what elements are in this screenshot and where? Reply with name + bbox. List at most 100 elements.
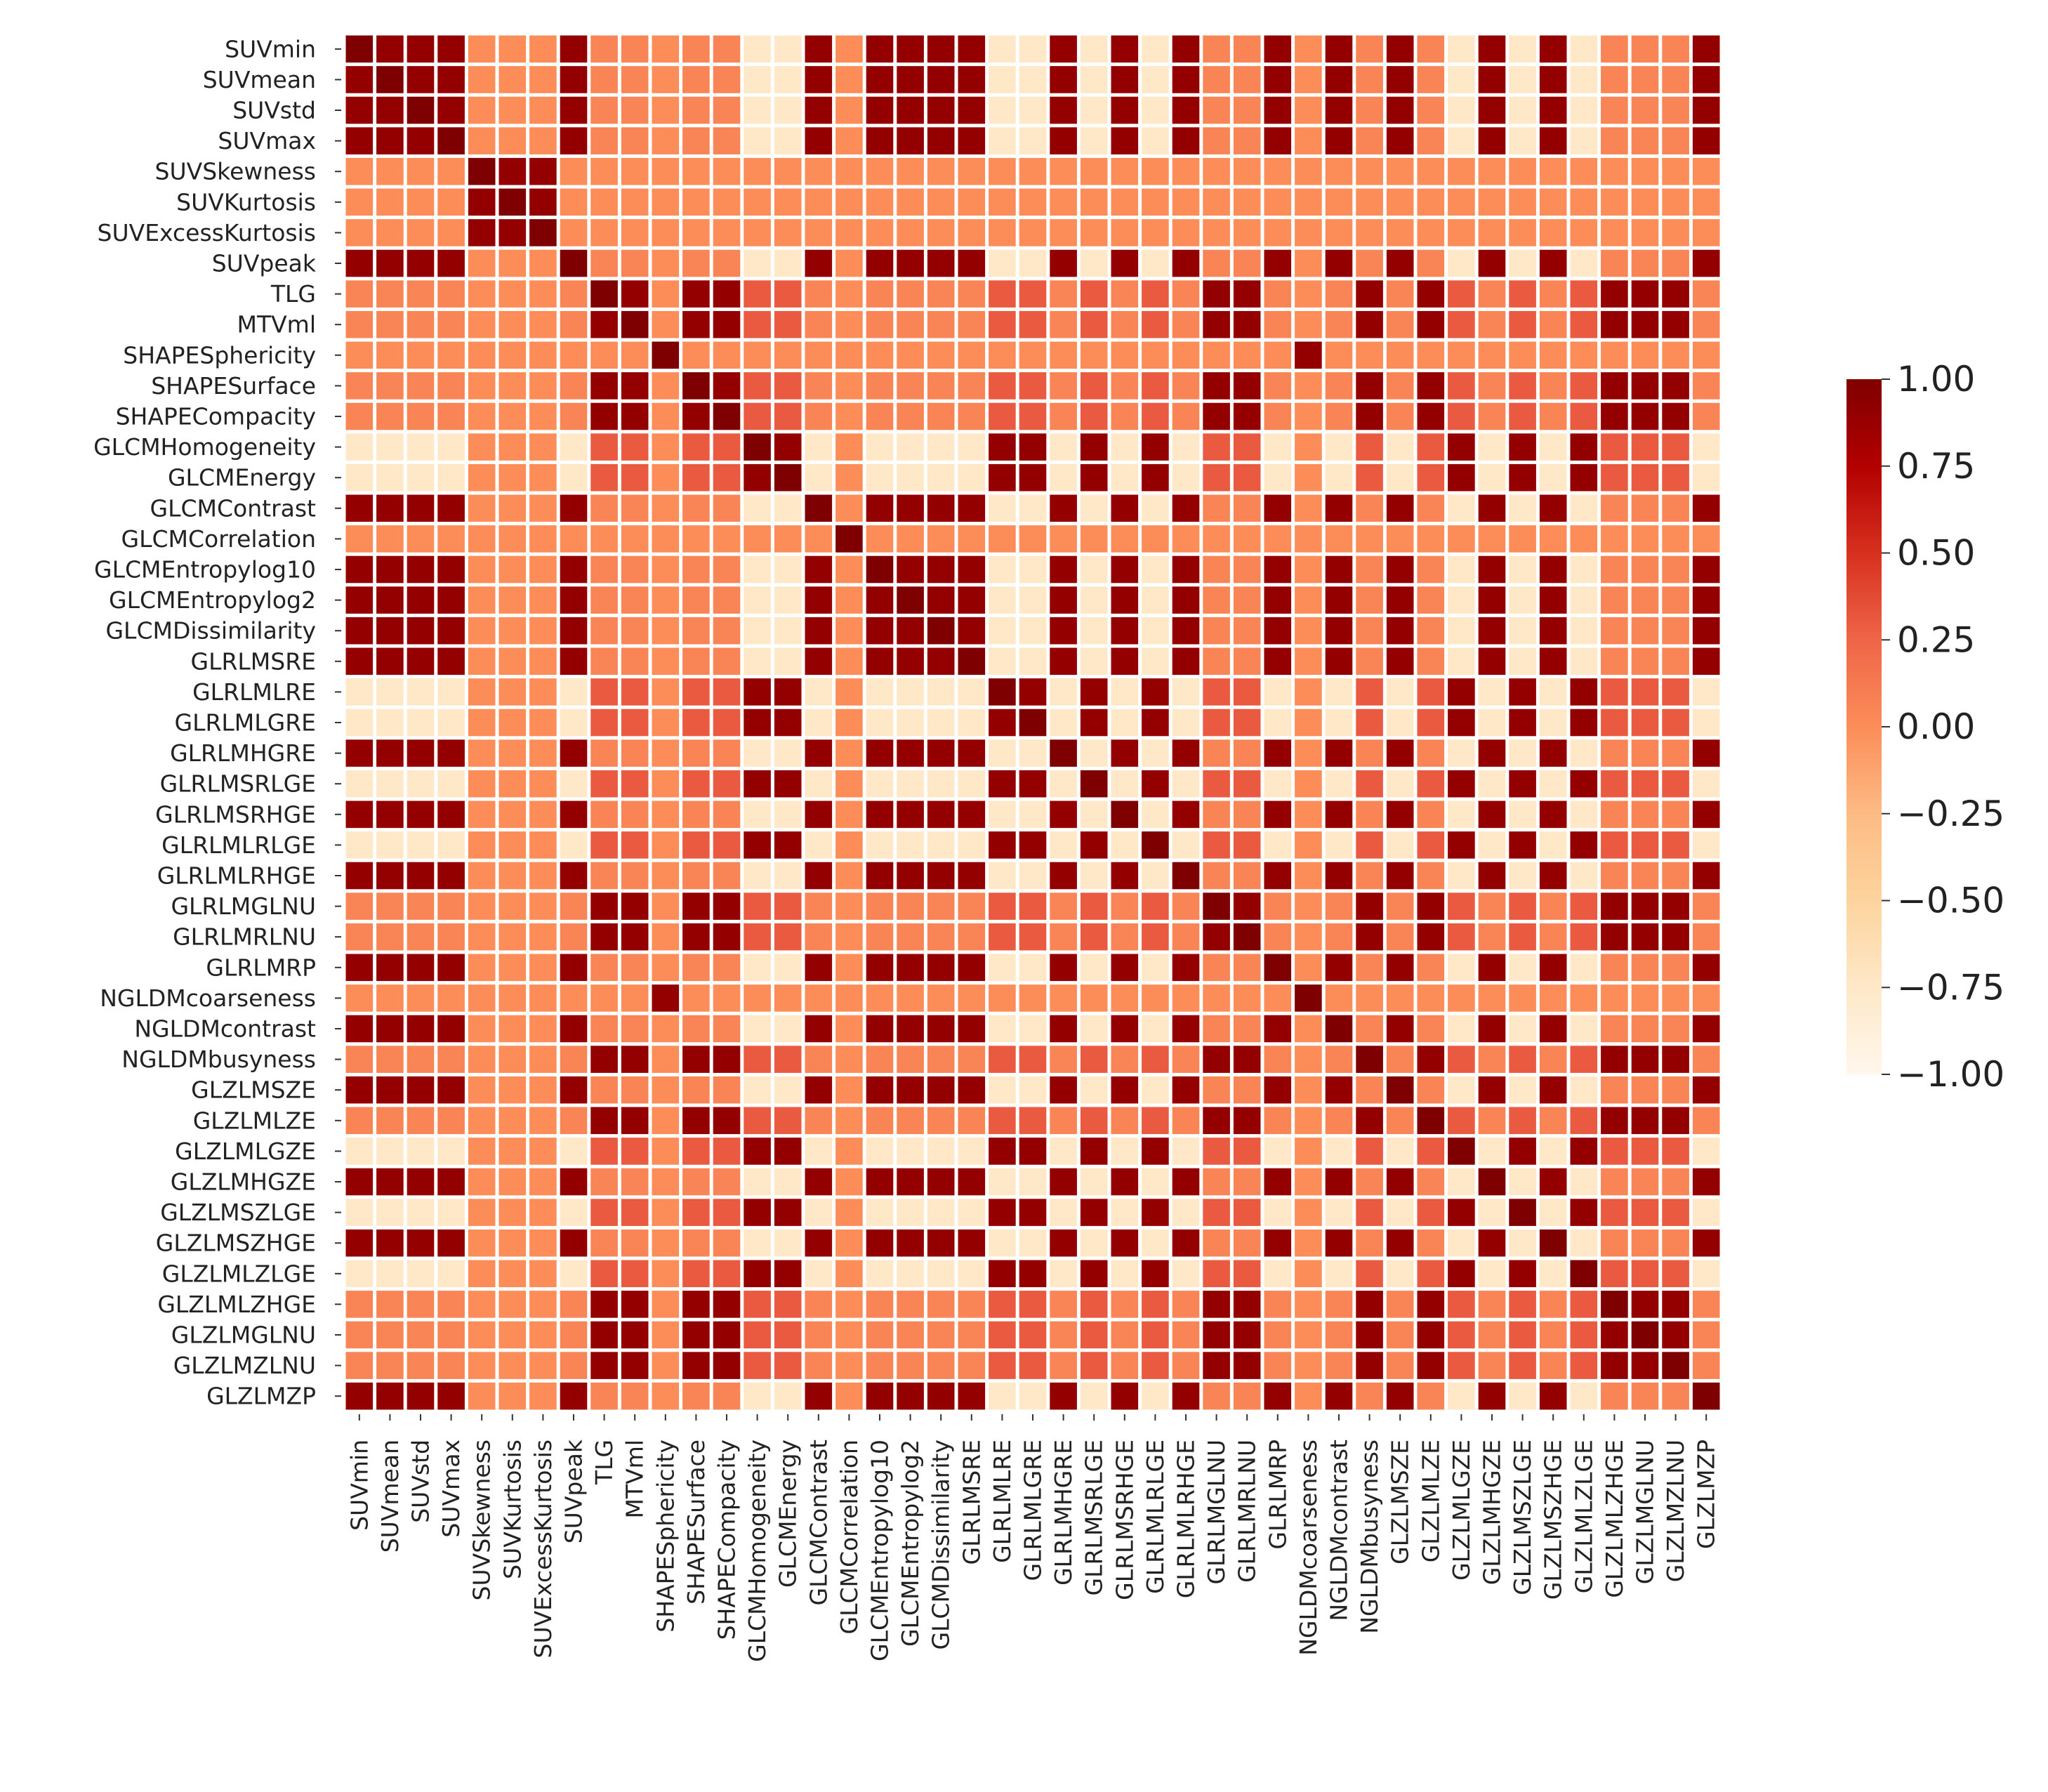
heatmap-cell: [529, 1015, 557, 1043]
heatmap-cell: [560, 433, 588, 461]
heatmap-cell: [1050, 525, 1077, 553]
heatmap-cell: [1142, 678, 1169, 706]
heatmap-cell: [376, 678, 404, 706]
heatmap-cell: [1631, 341, 1659, 369]
heatmap-cell: [1631, 66, 1659, 93]
heatmap-cell: [560, 1168, 588, 1196]
heatmap-cell: [437, 831, 465, 859]
heatmap-cell: [407, 494, 435, 522]
heatmap-cell: [1448, 280, 1475, 308]
y-tick-label: GLZLMSZE: [191, 1076, 316, 1104]
heatmap-cell: [1295, 280, 1322, 308]
heatmap-cell: [713, 770, 741, 798]
heatmap-cell: [1080, 157, 1108, 185]
heatmap-cell: [1080, 1046, 1108, 1073]
heatmap-cell: [1142, 402, 1169, 430]
heatmap-cell: [989, 1352, 1016, 1379]
heatmap-cell: [407, 66, 435, 93]
heatmap-cell: [1172, 157, 1200, 185]
heatmap-cell: [744, 1076, 771, 1104]
heatmap-cell: [1570, 1352, 1598, 1379]
heatmap-cell: [407, 862, 435, 890]
heatmap-cell: [1570, 1321, 1598, 1349]
heatmap-cell: [958, 433, 986, 461]
x-axis-tick-labels: SUVmin SUVmean SUVstd SUVmax SUVSkewness SUVK…: [345, 1414, 1720, 1662]
heatmap-cell: [835, 801, 863, 829]
heatmap-cell: [1203, 1046, 1230, 1073]
heatmap-cell: [989, 954, 1016, 982]
colorbar-tick-label: 0.75: [1897, 446, 1975, 487]
y-tick-label: GLCMCorrelation: [121, 525, 316, 553]
heatmap-cell: [468, 96, 496, 124]
heatmap-cell: [468, 586, 496, 614]
heatmap-cell: [652, 555, 680, 584]
heatmap-cell: [560, 127, 588, 154]
heatmap-cell: [1203, 433, 1230, 461]
heatmap-cell: [1570, 341, 1598, 369]
heatmap-cell: [345, 892, 374, 920]
heatmap-cell: [1233, 1168, 1261, 1196]
heatmap-cell: [1203, 801, 1230, 829]
heatmap-cell: [437, 1168, 465, 1196]
heatmap-cell: [468, 555, 496, 584]
heatmap-cell: [529, 96, 557, 124]
heatmap-cell: [835, 188, 863, 216]
heatmap-cell: [1631, 494, 1659, 522]
heatmap-cell: [1631, 188, 1659, 216]
heatmap-cell: [621, 219, 649, 246]
heatmap-cell: [805, 96, 833, 124]
heatmap-cell: [1203, 923, 1230, 951]
heatmap-cell: [1509, 1382, 1536, 1410]
heatmap-cell: [866, 96, 894, 124]
heatmap-cell: [1448, 1260, 1475, 1288]
heatmap-cell: [744, 1168, 771, 1196]
heatmap-cell: [1539, 647, 1567, 676]
heatmap-cell: [1570, 96, 1598, 124]
heatmap-cell: [1295, 1138, 1322, 1165]
heatmap-cell: [498, 188, 527, 216]
heatmap-cell: [1233, 892, 1261, 920]
heatmap-cell: [407, 372, 435, 400]
heatmap-cell: [529, 923, 557, 951]
heatmap-cell: [989, 1321, 1016, 1349]
heatmap-cell: [1050, 1229, 1077, 1257]
heatmap-cell: [376, 463, 404, 492]
heatmap-cell: [1111, 310, 1139, 338]
heatmap-cell: [590, 555, 618, 584]
heatmap-cells: [345, 35, 1720, 1410]
heatmap-cell: [1539, 219, 1567, 246]
heatmap-cell: [713, 1321, 741, 1349]
heatmap-cell: [621, 525, 649, 553]
heatmap-cell: [652, 984, 680, 1012]
heatmap-cell: [498, 1229, 527, 1257]
heatmap-cell: [1080, 1076, 1108, 1104]
heatmap-cell: [498, 1199, 527, 1226]
heatmap-cell: [682, 586, 710, 614]
heatmap-cell: [989, 1229, 1016, 1257]
heatmap-cell: [621, 923, 649, 951]
heatmap-cell: [407, 433, 435, 461]
heatmap-cell: [1203, 984, 1230, 1012]
heatmap-cell: [989, 586, 1016, 614]
heatmap-cell: [1080, 678, 1108, 706]
heatmap-cell: [1662, 525, 1689, 553]
heatmap-cell: [1019, 1229, 1047, 1257]
y-tick-label: SHAPECompacity: [116, 403, 316, 430]
heatmap-cell: [1417, 433, 1445, 461]
heatmap-cell: [1539, 709, 1567, 737]
heatmap-cell: [1417, 157, 1445, 185]
heatmap-cell: [437, 586, 465, 614]
heatmap-cell: [376, 1321, 404, 1349]
heatmap-cell: [590, 1382, 618, 1410]
x-tick-label: GLZLMZP: [1693, 1439, 1720, 1549]
heatmap-cell: [1295, 1046, 1322, 1073]
heatmap-cell: [744, 923, 771, 951]
heatmap-cell: [468, 433, 496, 461]
heatmap-cell: [498, 984, 527, 1012]
heatmap-cell: [927, 739, 955, 767]
heatmap-cell: [1631, 647, 1659, 676]
heatmap-cell: [1111, 433, 1139, 461]
heatmap-cell: [1356, 1076, 1383, 1104]
heatmap-cell: [744, 1138, 771, 1165]
heatmap-cell: [1019, 96, 1047, 124]
